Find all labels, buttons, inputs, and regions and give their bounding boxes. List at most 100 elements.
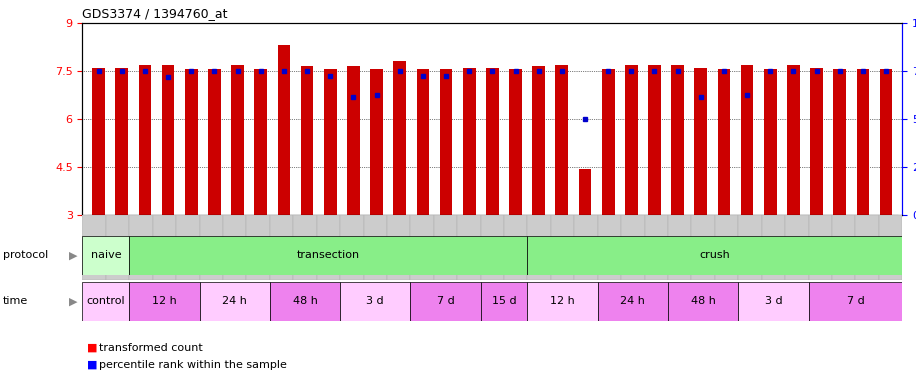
Bar [463,68,475,215]
Bar [278,45,290,215]
Text: 24 h: 24 h [223,296,247,306]
Bar [200,215,223,280]
Bar [434,215,457,280]
Bar [138,65,151,215]
Text: transformed count: transformed count [99,343,202,353]
Bar [741,65,754,215]
Text: 3 d: 3 d [765,296,782,306]
Bar [82,215,106,280]
Bar [300,66,313,215]
Text: ▶: ▶ [70,250,78,260]
Bar [551,215,574,280]
Bar [528,236,902,275]
Bar [347,66,360,215]
Bar [200,282,270,321]
Bar [694,68,707,215]
Bar [393,61,406,215]
Bar [457,215,481,280]
Bar [738,215,762,280]
Text: crush: crush [700,250,730,260]
Bar [481,215,504,280]
Text: ■: ■ [87,360,97,370]
Text: ▶: ▶ [70,296,78,306]
Bar [738,282,809,321]
Bar [486,68,498,215]
Bar [579,169,592,215]
Bar [528,215,551,280]
Bar [129,236,528,275]
Bar [270,215,293,280]
Bar [832,215,856,280]
Text: ■: ■ [87,343,97,353]
Bar [785,215,809,280]
Bar [340,215,364,280]
Bar [717,70,730,215]
Bar [364,215,387,280]
Bar [185,70,198,215]
Bar [834,70,846,215]
Bar [714,215,738,280]
Bar [293,215,317,280]
Text: 48 h: 48 h [292,296,318,306]
Bar [764,70,777,215]
Bar [417,70,430,215]
Bar [153,215,176,280]
Text: time: time [3,296,28,306]
Bar [649,65,660,215]
Bar [555,65,568,215]
Bar [532,66,545,215]
Bar [387,215,410,280]
Bar [129,282,200,321]
Bar [811,68,823,215]
Bar [231,65,244,215]
Bar [809,215,832,280]
Bar [879,70,892,215]
Text: 7 d: 7 d [846,296,865,306]
Text: naive: naive [91,250,121,260]
Bar [176,215,200,280]
Text: transection: transection [297,250,360,260]
Bar [878,215,902,280]
Bar [270,282,340,321]
Bar [410,282,481,321]
Text: 7 d: 7 d [437,296,454,306]
Bar [340,282,410,321]
Bar [370,70,383,215]
Bar [602,70,615,215]
Bar [317,215,340,280]
Bar [668,282,738,321]
Bar [504,215,528,280]
Bar [856,70,869,215]
Text: 3 d: 3 d [366,296,384,306]
Text: GDS3374 / 1394760_at: GDS3374 / 1394760_at [82,7,228,20]
Bar [129,215,153,280]
Bar [255,70,267,215]
Bar [106,215,129,280]
Text: 15 d: 15 d [492,296,517,306]
Bar [621,215,645,280]
Bar [93,68,105,215]
Bar [856,215,878,280]
Bar [598,282,668,321]
Bar [440,70,453,215]
Bar [509,70,522,215]
Bar [574,215,598,280]
Bar [208,70,221,215]
Bar [762,215,785,280]
Bar [692,215,714,280]
Text: 24 h: 24 h [620,296,646,306]
Bar [410,215,434,280]
Bar [246,215,270,280]
Bar [671,65,684,215]
Bar [528,282,598,321]
Bar [162,65,174,215]
Bar [645,215,668,280]
Bar [324,70,336,215]
Bar [223,215,246,280]
Text: control: control [86,296,125,306]
Text: protocol: protocol [3,250,48,260]
Text: 12 h: 12 h [551,296,575,306]
Bar [82,236,129,275]
Bar [625,65,638,215]
Text: 48 h: 48 h [691,296,715,306]
